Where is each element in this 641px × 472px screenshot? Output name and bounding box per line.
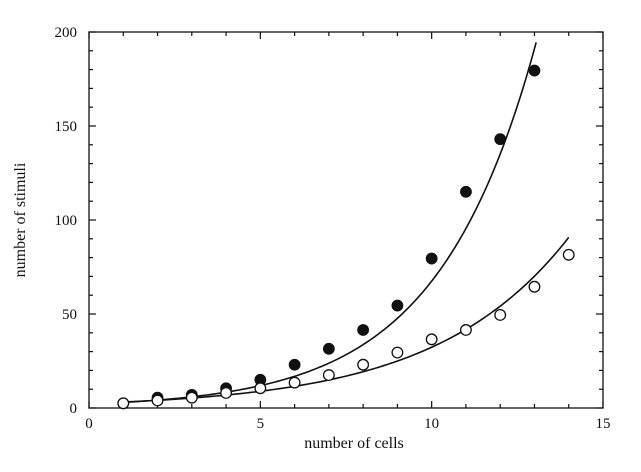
open-point [357, 358, 370, 371]
x-axis-label: number of cells [304, 435, 404, 452]
open-point [151, 394, 164, 407]
y-tick-label: 50 [62, 307, 77, 323]
filled-point [425, 252, 438, 265]
open-point [185, 391, 198, 404]
fit-curves [123, 42, 570, 404]
filled-point [460, 185, 472, 198]
y-tick-label: 200 [55, 25, 78, 41]
data-points [117, 64, 575, 410]
open-point [562, 248, 575, 261]
open-point [459, 324, 472, 336]
x-tick-label: 0 [85, 416, 93, 432]
y-tick-label: 150 [55, 119, 78, 135]
y-tick-label: 100 [55, 213, 78, 229]
axis-ticks [88, 31, 604, 409]
filled-point [494, 133, 507, 146]
plot-frame-layer [88, 31, 604, 409]
x-tick-label: 5 [257, 416, 265, 432]
open-point [117, 397, 130, 410]
filled-point [288, 358, 301, 371]
open-point [494, 308, 507, 321]
filled-point [322, 342, 335, 355]
x-tick-label: 10 [424, 416, 439, 432]
open-point [322, 369, 335, 382]
open-point [220, 387, 233, 399]
open-point [528, 280, 541, 293]
y-tick-label: 0 [70, 401, 78, 417]
filled-point [391, 299, 404, 312]
open-point [254, 382, 267, 395]
plot-frame [88, 31, 604, 409]
y-axis-label: number of stimuli [12, 162, 29, 277]
filled-point [528, 64, 541, 77]
open-point [288, 376, 301, 389]
open-point [425, 333, 438, 346]
x-tick-label: 15 [596, 416, 611, 432]
open-point [391, 346, 404, 359]
filled-point [357, 324, 370, 336]
